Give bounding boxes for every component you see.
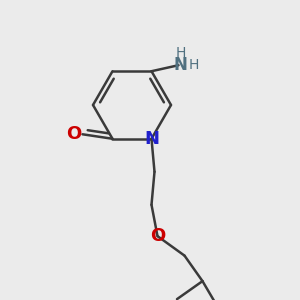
Text: O: O (150, 227, 165, 245)
Text: N: N (144, 130, 159, 148)
Text: H: H (176, 46, 186, 60)
Text: H: H (189, 58, 199, 72)
Text: N: N (174, 56, 188, 74)
Text: O: O (67, 125, 82, 143)
